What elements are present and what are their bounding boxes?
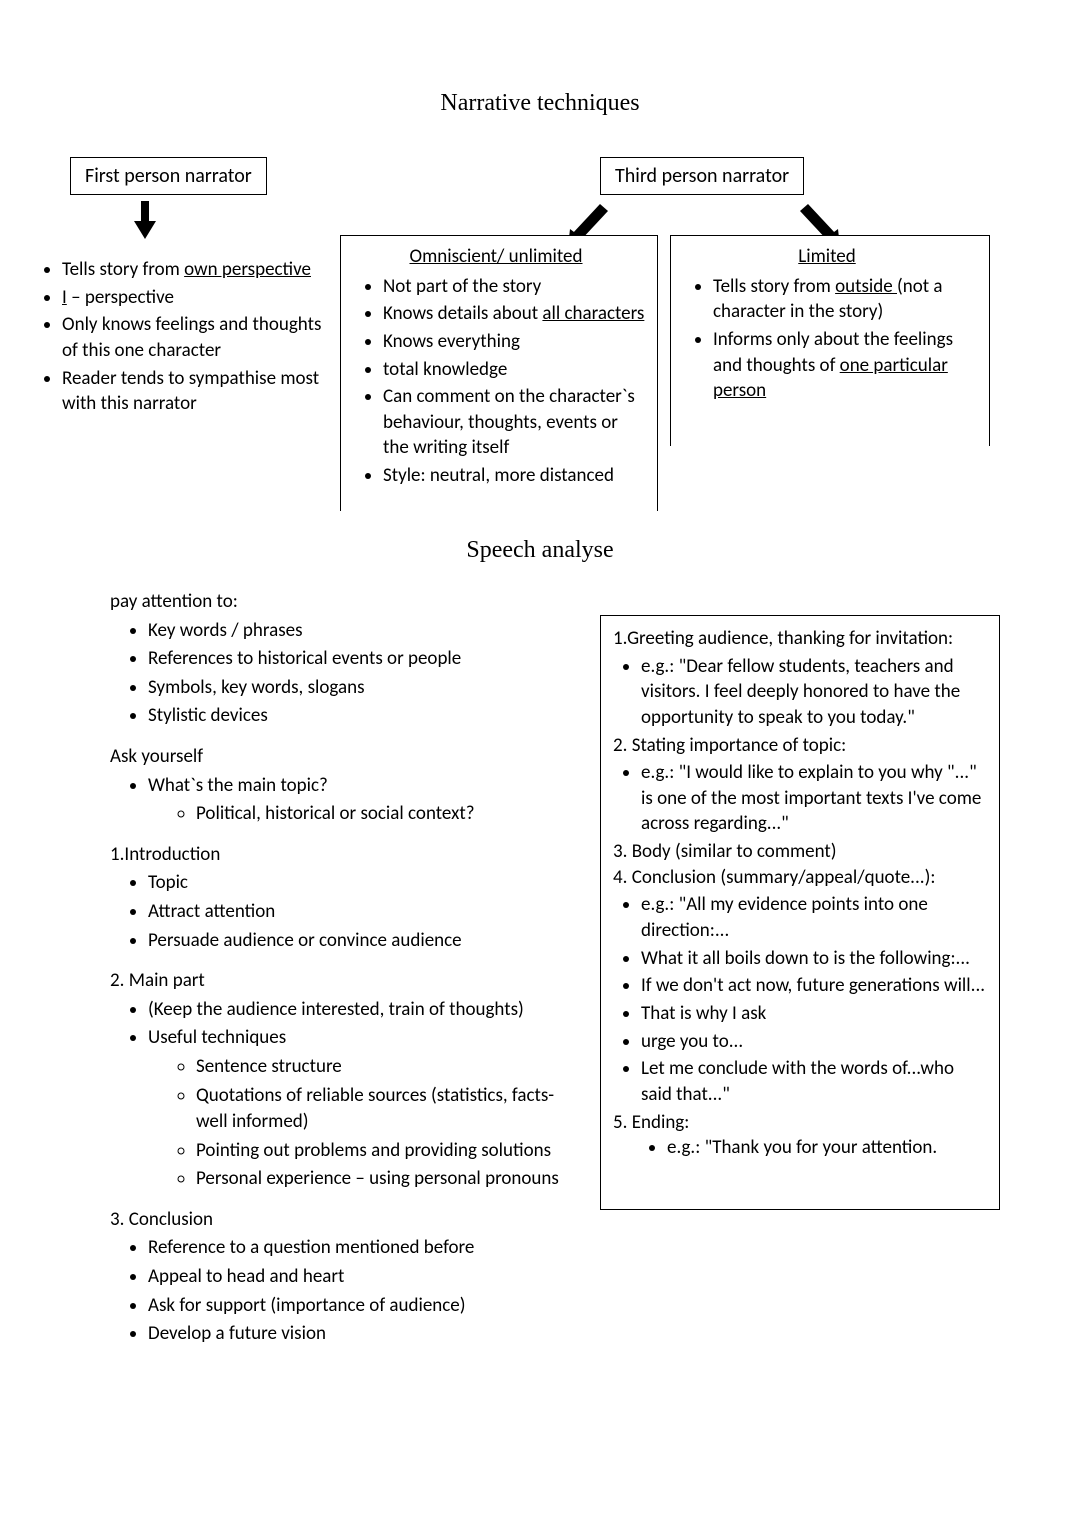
pay-item: Key words / phrases bbox=[148, 618, 570, 645]
main-sub-item: Pointing out problems and providing solu… bbox=[196, 1138, 570, 1165]
lim-item: Tells story from outside (not a characte… bbox=[713, 274, 979, 325]
ask-item: What`s the main topic? bbox=[148, 773, 570, 800]
conclusion-head: 3. Conclusion bbox=[110, 1207, 570, 1234]
conc-item: Ask for support (importance of audience) bbox=[148, 1293, 570, 1320]
conc2-item: What it all boils down to is the followi… bbox=[641, 946, 987, 972]
greeting-item: e.g.: "Dear fellow students, teachers an… bbox=[641, 654, 987, 731]
conc-item: Develop a future vision bbox=[148, 1321, 570, 1348]
box-first-person: First person narrator bbox=[70, 157, 267, 195]
title-narrative: Narrative techniques bbox=[30, 90, 1050, 117]
speech-left-column: pay attention to: Key words / phrases Re… bbox=[30, 589, 570, 1350]
om-item: Can comment on the character`s behaviour… bbox=[383, 384, 647, 461]
ending-item: e.g.: "Thank you for your attention. bbox=[667, 1135, 987, 1161]
om-item: Knows everything bbox=[383, 329, 647, 355]
fp-item: I – perspective bbox=[62, 285, 330, 311]
pay-item: Symbols, key words, slogans bbox=[148, 675, 570, 702]
intro-item: Persuade audience or convince audience bbox=[148, 928, 570, 955]
intro-head: 1.Introduction bbox=[110, 842, 570, 869]
document-page: Narrative techniques First person narrat… bbox=[0, 0, 1080, 1390]
speech-right-box: 1.Greeting audience, thanking for invita… bbox=[600, 615, 1000, 1210]
arrow-down-icon bbox=[130, 199, 160, 241]
greeting-head: 1.Greeting audience, thanking for invita… bbox=[613, 626, 987, 652]
intro-item: Topic bbox=[148, 870, 570, 897]
pay-item: Stylistic devices bbox=[148, 703, 570, 730]
fp-item: Only knows feelings and thoughts of this… bbox=[62, 312, 330, 363]
pay-attention-head: pay attention to: bbox=[110, 589, 570, 616]
ask-yourself-head: Ask yourself bbox=[110, 744, 570, 771]
text: Knows details about bbox=[383, 302, 542, 325]
om-item: Style: neutral, more distanced bbox=[383, 463, 647, 489]
limited-head: Limited bbox=[675, 244, 979, 270]
stating-head: 2. Stating importance of topic: bbox=[613, 733, 987, 759]
intro-item: Attract attention bbox=[148, 899, 570, 926]
underline: own perspective bbox=[184, 258, 311, 281]
fp-item: Reader tends to sympathise most with thi… bbox=[62, 366, 330, 417]
main-head: 2. Main part bbox=[110, 968, 570, 995]
omniscient-head: Omniscient/ unlimited bbox=[345, 244, 647, 270]
text: Tells story from bbox=[713, 275, 835, 298]
underline: all characters bbox=[542, 302, 644, 325]
lim-item: Informs only about the feelings and thou… bbox=[713, 327, 979, 404]
text: Tells story from bbox=[62, 258, 184, 281]
conclusion2-head: 4. Conclusion (summary/appeal/quote...): bbox=[613, 865, 987, 891]
narrative-diagram: First person narrator Third person narra… bbox=[30, 157, 1050, 487]
fp-item: Tells story from own perspective bbox=[62, 257, 330, 283]
conc-item: Reference to a question mentioned before bbox=[148, 1235, 570, 1262]
main-sub-item: Sentence structure bbox=[196, 1054, 570, 1081]
ask-sub-item: Political, historical or social context? bbox=[196, 801, 570, 828]
main-item: Useful techniques bbox=[148, 1025, 570, 1052]
stating-item: e.g.: "I would like to explain to you wh… bbox=[641, 760, 987, 837]
om-item: Knows details about all characters bbox=[383, 301, 647, 327]
om-item: Not part of the story bbox=[383, 274, 647, 300]
conc2-item: Let me conclude with the words of...who … bbox=[641, 1056, 987, 1107]
conc-item: Appeal to head and heart bbox=[148, 1264, 570, 1291]
body-head: 3. Body (similar to comment) bbox=[613, 839, 987, 865]
main-sub-item: Personal experience – using personal pro… bbox=[196, 1166, 570, 1193]
first-person-info: Tells story from own perspective I – per… bbox=[20, 247, 340, 427]
main-sub-item: Quotations of reliable sources (statisti… bbox=[196, 1083, 570, 1136]
conc2-item: e.g.: "All my evidence points into one d… bbox=[641, 892, 987, 943]
pay-item: References to historical events or peopl… bbox=[148, 646, 570, 673]
ending-head: 5. Ending: bbox=[613, 1110, 987, 1136]
box-third-person: Third person narrator bbox=[600, 157, 804, 195]
conc2-item: urge you to... bbox=[641, 1029, 987, 1055]
main-item: (Keep the audience interested, train of … bbox=[148, 997, 570, 1024]
title-speech: Speech analyse bbox=[30, 537, 1050, 564]
conc2-item: That is why I ask bbox=[641, 1001, 987, 1027]
omniscient-info: Omniscient/ unlimited Not part of the st… bbox=[340, 235, 658, 511]
underline: outside bbox=[835, 275, 897, 298]
om-item: total knowledge bbox=[383, 357, 647, 383]
text: – perspective bbox=[67, 286, 174, 309]
conc2-item: If we don't act now, future generations … bbox=[641, 973, 987, 999]
limited-info: Limited Tells story from outside (not a … bbox=[670, 235, 990, 446]
speech-columns: pay attention to: Key words / phrases Re… bbox=[30, 589, 1050, 1350]
